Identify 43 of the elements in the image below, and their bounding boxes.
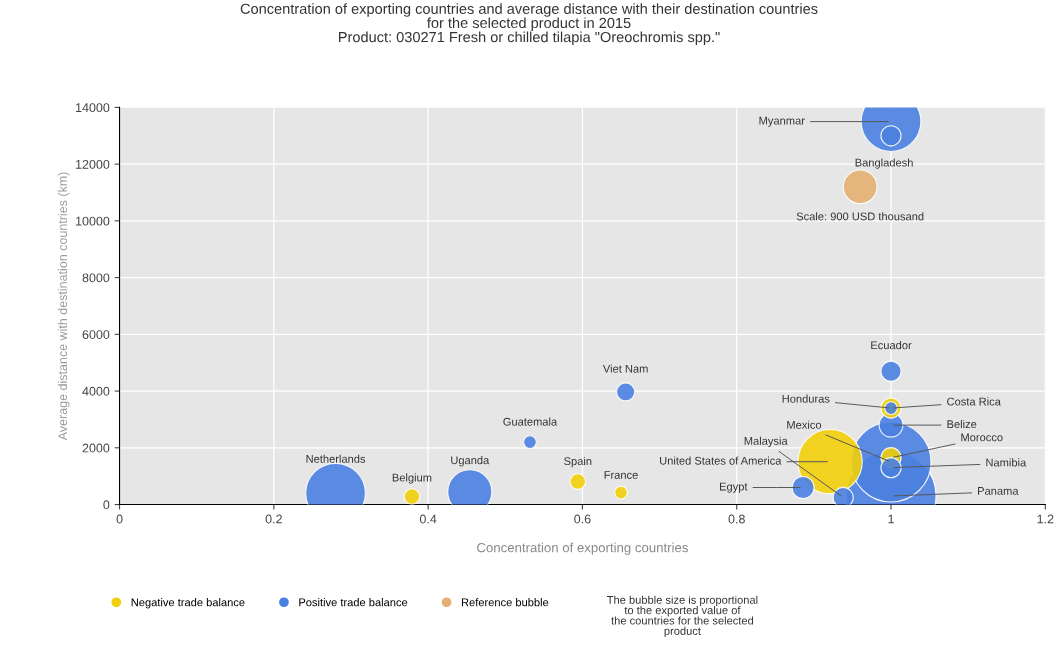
annotation: Viet Nam (602, 364, 648, 373)
y-axis-title: Average distance with destination countries (km) (57, 172, 70, 441)
x-tick-label: 1.2 (1037, 514, 1054, 524)
y-tick-label: 4000 (82, 386, 110, 396)
legend-label: Reference bubble (461, 598, 549, 607)
annotation: Bangladesh (855, 158, 913, 169)
x-tick-label: 0 (116, 514, 123, 524)
legend-label: Negative trade balance (131, 598, 245, 609)
x-tick-label: 0.6 (574, 514, 591, 524)
y-tick-label: 8000 (82, 273, 110, 283)
annotation: Malaysia (744, 436, 788, 448)
y-tick-label: 6000 (82, 330, 110, 339)
y-tick-label: 10000 (76, 216, 110, 226)
annotation: Namibia (986, 458, 1027, 467)
annotation: Egypt (720, 482, 748, 493)
chart-title: Concentration of exporting countries and average distance with their destination countries for the selected product in 2015 Product: 030271 Fresh or chilled tilapia "Oreochromis spp." (240, 3, 818, 46)
annotation: Panama (978, 487, 1019, 495)
y-tick-label: 14000 (76, 103, 110, 113)
annotation: Scale: 900 USD thousand (796, 212, 924, 221)
y-tick-label: 12000 (76, 159, 110, 169)
annotation: Morocco (961, 433, 1003, 442)
y-tick-label: 0 (103, 500, 110, 510)
annotation: Ecuador (871, 341, 912, 350)
annotation: Netherlands (306, 454, 366, 463)
legend-label: Positive trade balance (299, 598, 408, 607)
y-tick-label: 2000 (82, 443, 110, 453)
annotation: Costa Rica (947, 397, 1001, 406)
text: The bubble size is proportional to the exported value of the countries for the selected product (607, 595, 758, 638)
annotation: France (604, 471, 638, 479)
annotation: Guatemala (503, 417, 558, 426)
annotation: Mexico (787, 420, 822, 429)
annotation: Belgium (392, 473, 432, 484)
x-tick-label: 1 (888, 514, 894, 524)
x-tick-label: 0.8 (728, 514, 745, 524)
x-tick-label: 0.4 (419, 514, 437, 524)
annotation: Myanmar (759, 116, 805, 127)
x-axis-title: Concentration of exporting countries (477, 542, 688, 555)
annotation: Uganda (451, 456, 490, 467)
annotation: Belize (947, 419, 977, 429)
annotation: Spain (564, 456, 592, 468)
x-tick-label: 0.2 (265, 514, 282, 524)
annotation: United States of America (660, 456, 782, 465)
annotation: Honduras (782, 394, 830, 403)
